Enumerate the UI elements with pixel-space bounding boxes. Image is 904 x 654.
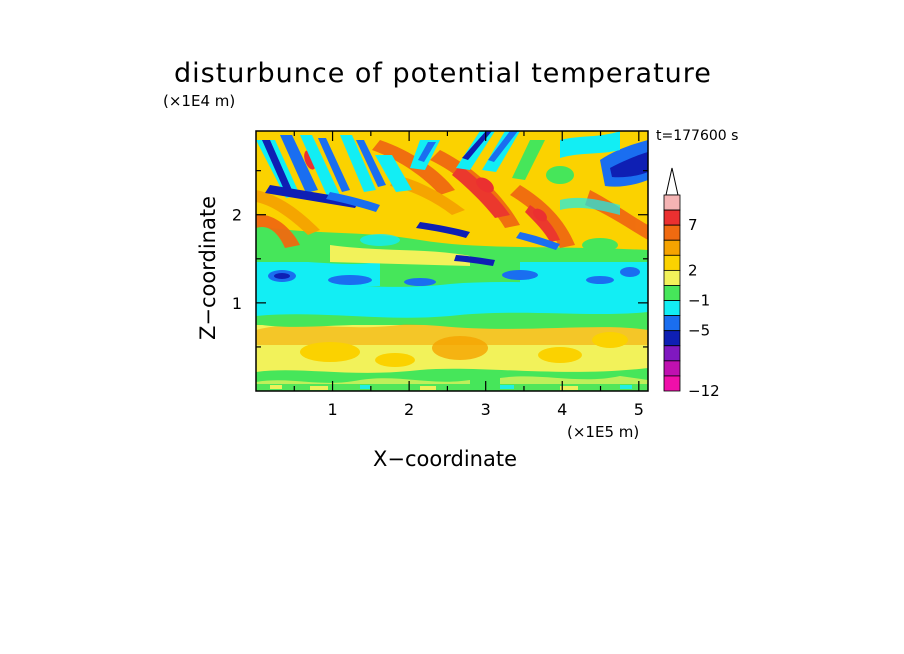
chart-title: disturbunce of potential temperature: [174, 58, 712, 89]
y-axis-ticks: 12: [232, 170, 648, 348]
time-stamp-label: t=177600 s: [656, 128, 739, 144]
colorbar-tick-label: −1: [688, 292, 710, 310]
colorbar-swatch: [663, 254, 681, 271]
colorbar-swatch: [663, 285, 681, 301]
x-tick-label: 3: [481, 400, 491, 419]
colorbar-tick-label: −5: [688, 322, 710, 340]
x-tick-label: 5: [634, 400, 644, 419]
colorbar-swatch: [663, 375, 681, 392]
colorbar-swatch: [663, 194, 681, 211]
x-tick-label: 1: [327, 400, 337, 419]
colorbar-extend-arrow: [665, 167, 679, 196]
colorbar-tick-label: −12: [688, 382, 720, 400]
colorbar-swatch: [663, 330, 681, 347]
colorbar-swatch: [663, 300, 681, 317]
y-axis-scale-label: (×1E4 m): [163, 92, 236, 110]
colorbar-swatch: [663, 209, 681, 226]
colorbar-swatch: [663, 239, 681, 256]
x-tick-label: 2: [404, 400, 414, 419]
colorbar-tick-label: 2: [688, 261, 698, 279]
y-tick-label: 2: [232, 206, 242, 225]
y-tick-label: 1: [232, 294, 242, 313]
x-axis-label: X−coordinate: [373, 447, 517, 471]
colorbar-swatch: [663, 269, 681, 286]
heatmap-field: [256, 131, 648, 391]
colorbar-swatch: [663, 224, 681, 241]
colorbar-tick-label: 7: [688, 216, 698, 234]
colorbar-swatch: [663, 360, 681, 377]
x-tick-label: 4: [557, 400, 567, 419]
colorbar-swatch: [663, 345, 681, 362]
y-axis-label: Z−coordinate: [196, 196, 220, 340]
x-axis-scale-label: (×1E5 m): [567, 423, 640, 441]
plot-frame: [255, 130, 649, 392]
colorbar: 7 2 −1 −5 −12: [663, 167, 720, 400]
colorbar-swatch: [663, 315, 681, 332]
x-axis-ticks: 1 2 3 4 5: [293, 131, 644, 419]
